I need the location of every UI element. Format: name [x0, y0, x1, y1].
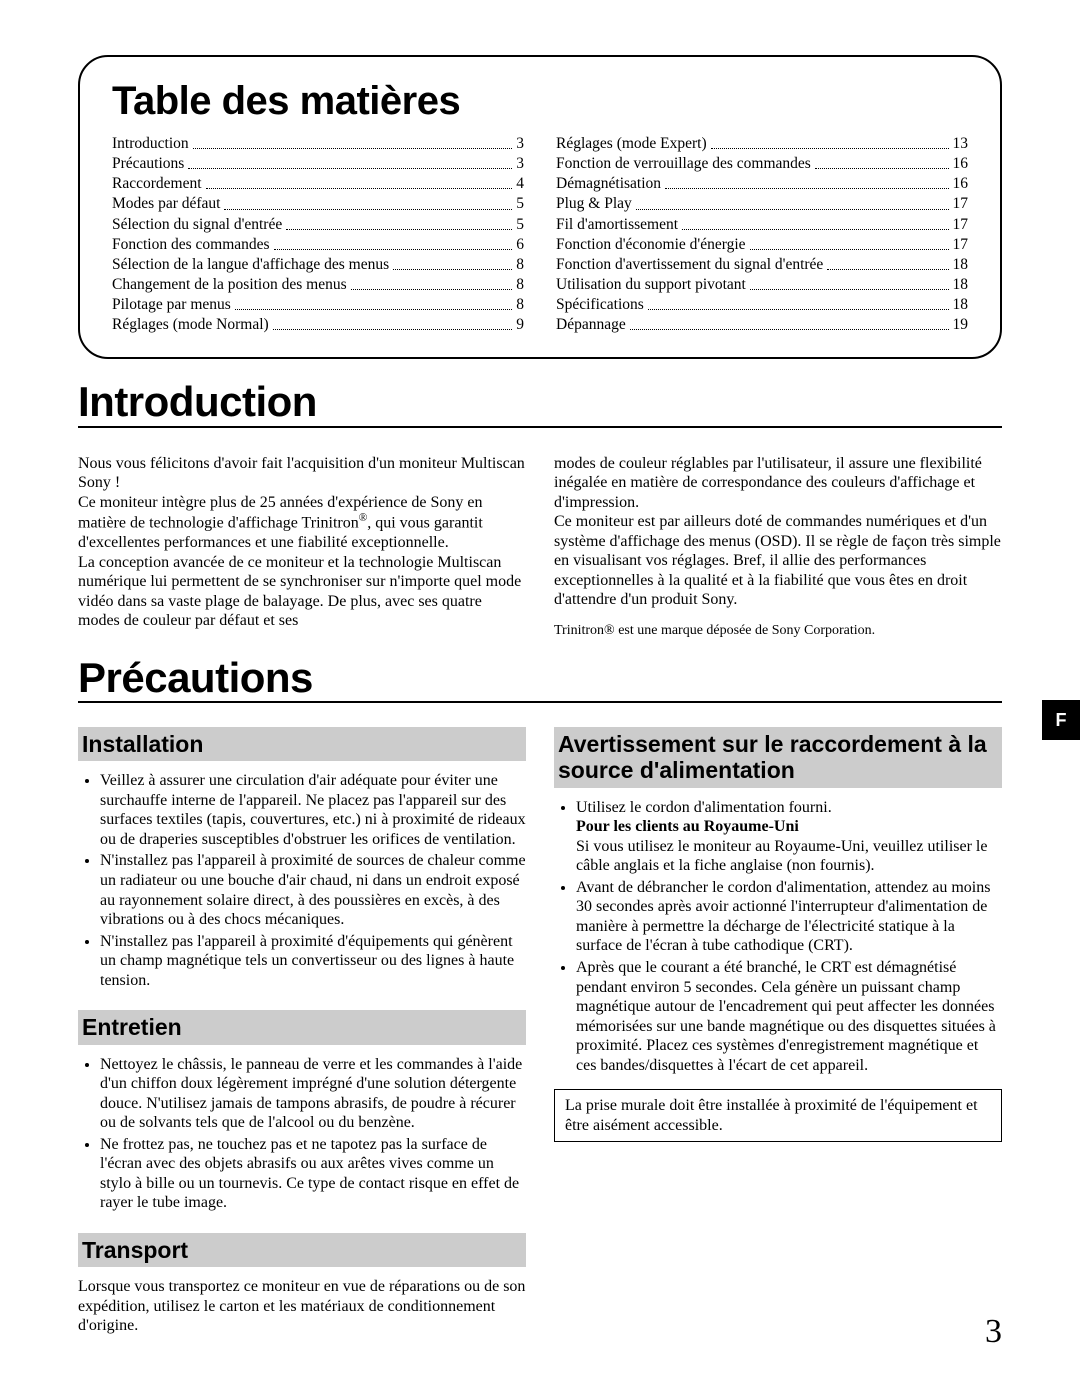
toc-page: 3 — [516, 134, 524, 154]
intro-columns: Nous vous félicitons d'avoir fait l'acqu… — [78, 454, 1002, 639]
toc-page: 5 — [516, 215, 524, 235]
subhead-installation: Installation — [78, 727, 526, 761]
toc-page: 3 — [516, 154, 524, 174]
intro-right: modes de couleur réglables par l'utilisa… — [554, 454, 1002, 639]
toc-page: 18 — [953, 255, 969, 275]
subhead-entretien: Entretien — [78, 1010, 526, 1044]
toc-leader-dots — [224, 189, 512, 209]
intro-footnote: Trinitron® est une marque déposée de Son… — [554, 622, 1002, 639]
toc-leader-dots — [273, 310, 513, 330]
toc-leader-dots — [711, 129, 949, 149]
power-item1-intro: Utilisez le cordon d'alimentation fourni… — [576, 799, 832, 816]
toc-label: Fonction d'économie d'énergie — [556, 235, 746, 255]
toc-page: 17 — [953, 235, 969, 255]
toc-leader-dots — [393, 250, 512, 270]
toc-page: 17 — [953, 215, 969, 235]
list-power: Utilisez le cordon d'alimentation fourni… — [554, 798, 1002, 1075]
precautions-right: Avertissement sur le raccordement à la s… — [554, 721, 1002, 1336]
toc-leader-dots — [815, 149, 949, 169]
toc-leader-dots — [665, 169, 948, 189]
toc-page: 6 — [516, 235, 524, 255]
toc-label: Raccordement — [112, 174, 202, 194]
toc-leader-dots — [188, 149, 512, 169]
toc-page: 17 — [953, 194, 969, 214]
list-item: Nettoyez le châssis, le panneau de verre… — [100, 1055, 526, 1133]
list-item: Ne frottez pas, ne touchez pas et ne tap… — [100, 1135, 526, 1213]
toc-page: 8 — [516, 255, 524, 275]
toc-page: 16 — [953, 174, 969, 194]
toc-label: Sélection du signal d'entrée — [112, 215, 282, 235]
toc-leader-dots — [630, 310, 949, 330]
precautions-left: Installation Veillez à assurer une circu… — [78, 721, 526, 1336]
page: Table des matières Introduction 3 Précauti… — [0, 0, 1080, 1397]
toc-leader-dots — [636, 189, 949, 209]
toc-leader-dots — [682, 210, 948, 230]
subhead-transport: Transport — [78, 1233, 526, 1267]
toc-label: Précautions — [112, 154, 184, 174]
list-item: Après que le courant a été branché, le C… — [576, 958, 1002, 1075]
list-item: Veillez à assurer une circulation d'air … — [100, 771, 526, 849]
side-language-tab: F — [1042, 700, 1080, 740]
toc-column-right: Réglages (mode Expert)13Fonction de verr… — [556, 134, 968, 335]
toc-leader-dots — [274, 230, 513, 250]
toc-box: Table des matières Introduction 3 Précauti… — [78, 55, 1002, 359]
toc-label: Introduction — [112, 134, 189, 154]
toc-page: 16 — [953, 154, 969, 174]
list-item: N'installez pas l'appareil à proximité d… — [100, 851, 526, 929]
toc-label: Réglages (mode Normal) — [112, 315, 269, 335]
toc-page: 9 — [516, 315, 524, 335]
toc-label: Fil d'amortissement — [556, 215, 678, 235]
toc-page: 8 — [516, 295, 524, 315]
toc-leader-dots — [351, 270, 513, 290]
toc-page: 19 — [953, 315, 969, 335]
toc-page: 5 — [516, 194, 524, 214]
toc-columns: Introduction 3 Précautions 3 Raccordement 4 Mo… — [112, 134, 968, 335]
toc-leader-dots — [235, 290, 512, 310]
power-item1-rest: Si vous utilisez le moniteur au Royaume-… — [576, 838, 987, 875]
list-entretien: Nettoyez le châssis, le panneau de verre… — [78, 1055, 526, 1213]
list-item: N'installez pas l'appareil à proximité d… — [100, 932, 526, 991]
list-item: Avant de débrancher le cordon d'alimenta… — [576, 878, 1002, 956]
toc-leader-dots — [206, 169, 513, 189]
toc-label: Pilotage par menus — [112, 295, 231, 315]
power-warning-box: La prise murale doit être installée à pr… — [554, 1089, 1002, 1142]
page-number: 3 — [985, 1313, 1002, 1351]
toc-leader-dots — [750, 230, 949, 250]
toc-title: Table des matières — [112, 79, 968, 124]
toc-leader-dots — [750, 270, 949, 290]
transport-text: Lorsque vous transportez ce moniteur en … — [78, 1277, 526, 1336]
toc-row: Dépannage 19 — [556, 315, 968, 335]
toc-label: Sélection de la langue d'affichage des m… — [112, 255, 389, 275]
toc-label: Modes par défaut — [112, 194, 220, 214]
list-item: Utilisez le cordon d'alimentation fourni… — [576, 798, 1002, 876]
toc-label: Plug & Play — [556, 194, 632, 214]
toc-leader-dots — [648, 290, 949, 310]
subhead-power-warning: Avertissement sur le raccordement à la s… — [554, 727, 1002, 788]
precautions-columns: Installation Veillez à assurer une circu… — [78, 721, 1002, 1336]
toc-page: 18 — [953, 295, 969, 315]
toc-label: Dépannage — [556, 315, 626, 335]
toc-leader-dots — [827, 250, 948, 270]
toc-label: Fonction des commandes — [112, 235, 270, 255]
heading-introduction: Introduction — [78, 379, 1002, 427]
toc-leader-dots — [286, 210, 512, 230]
toc-page: 13 — [953, 134, 969, 154]
intro-left: Nous vous félicitons d'avoir fait l'acqu… — [78, 454, 526, 639]
toc-page: 4 — [516, 174, 524, 194]
heading-precautions: Précautions — [78, 655, 1002, 703]
toc-page: 8 — [516, 275, 524, 295]
toc-column-left: Introduction 3 Précautions 3 Raccordement 4 Mo… — [112, 134, 524, 335]
power-item1-bold: Pour les clients au Royaume-Uni — [576, 818, 799, 835]
toc-row: Réglages (mode Normal) 9 — [112, 315, 524, 335]
toc-page: 18 — [953, 275, 969, 295]
toc-label: Réglages (mode Expert) — [556, 134, 707, 154]
list-installation: Veillez à assurer une circulation d'air … — [78, 771, 526, 990]
toc-leader-dots — [193, 129, 513, 149]
